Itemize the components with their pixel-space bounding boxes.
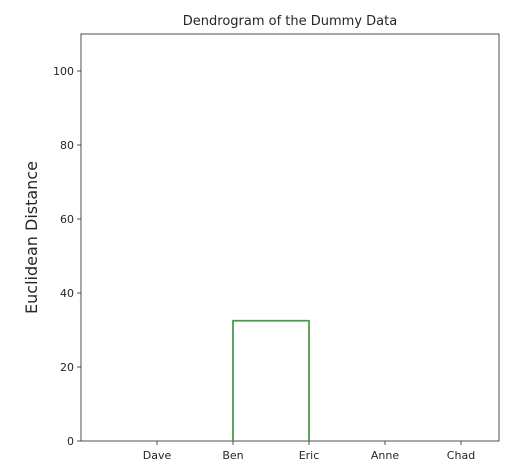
y-tick-label: 100 [53, 65, 74, 78]
leaf-label: Eric [299, 449, 320, 462]
y-tick-label: 40 [60, 287, 74, 300]
leaf-label: Chad [447, 449, 475, 462]
leaf-label: Ben [222, 449, 243, 462]
y-tick-label: 80 [60, 139, 74, 152]
y-axis-ticks: 0 20 40 60 80 100 [53, 65, 81, 448]
dendrogram-links [232, 319, 310, 441]
y-axis-label: Euclidean Distance [22, 161, 41, 314]
dendrogram-link [232, 319, 310, 441]
y-tick-label: 20 [60, 361, 74, 374]
plot-frame [80, 33, 500, 442]
y-tick-label: 60 [60, 213, 74, 226]
leaf-label: Dave [143, 449, 172, 462]
chart-title: Dendrogram of the Dummy Data [183, 14, 397, 29]
y-tick-label: 0 [67, 435, 74, 448]
leaf-label: Anne [371, 449, 399, 462]
x-axis-ticks: Dave Ben Eric Anne Chad [143, 441, 475, 462]
